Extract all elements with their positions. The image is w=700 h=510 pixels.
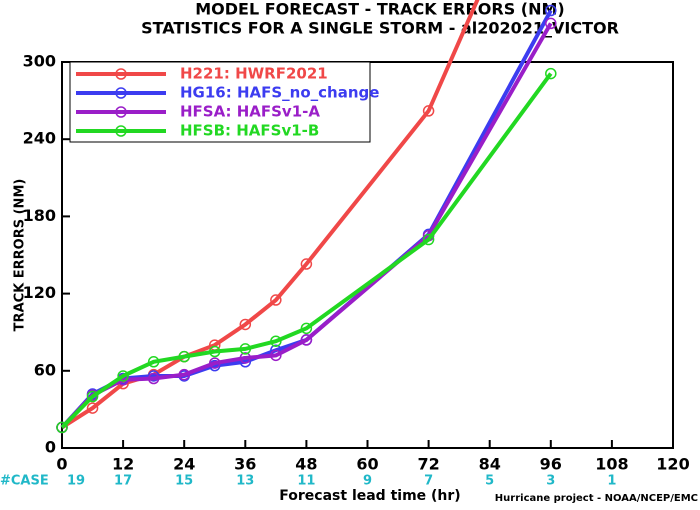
- x-tick-label: 0: [56, 455, 67, 474]
- x-tick-label: 24: [173, 455, 195, 474]
- footer: Hurricane project - NOAA/NCEP/EMC: [495, 493, 698, 504]
- y-tick-label: 300: [23, 52, 56, 71]
- legend-marker: [115, 87, 127, 99]
- y-tick-label: 240: [23, 129, 56, 148]
- series-point: [56, 421, 68, 434]
- series-point: [239, 343, 252, 355]
- series-point: [545, 67, 557, 80]
- legend-marker: [115, 125, 127, 137]
- y-tick-label: 60: [34, 360, 56, 379]
- series-line: [60, 72, 553, 429]
- y-tick-label: 180: [23, 206, 56, 225]
- x-axis-label: Forecast lead time (hr): [279, 488, 460, 504]
- x-tick-label: 84: [479, 455, 501, 474]
- case-count: 3: [546, 474, 555, 489]
- legend-marker: [115, 68, 127, 80]
- series-point: [300, 322, 313, 335]
- legend-label: HFSA: HAFSv1-A: [180, 103, 320, 121]
- y-axis-label: TRACK ERRORS (NM): [13, 179, 28, 332]
- case-count: 19: [67, 474, 85, 489]
- series-point: [209, 345, 221, 358]
- x-tick-label: 108: [595, 455, 628, 474]
- series-point: [147, 356, 160, 368]
- series-point: [239, 318, 252, 331]
- x-tick-label: 96: [540, 455, 562, 474]
- plot-area: [56, 0, 557, 434]
- case-count: 17: [114, 474, 132, 489]
- series-point: [545, 4, 557, 17]
- legend-label: H221: HWRF2021: [180, 65, 328, 83]
- series-line: [60, 0, 480, 430]
- case-count: 11: [297, 474, 315, 489]
- series-point: [178, 368, 190, 381]
- case-count: 1: [607, 474, 616, 489]
- legend-label: HFSB: HAFSv1-B: [180, 122, 319, 140]
- series-point: [270, 294, 282, 306]
- series-point: [270, 349, 282, 362]
- case-count: 13: [236, 474, 254, 489]
- x-tick-label: 12: [112, 455, 134, 474]
- y-tick-label: 0: [45, 438, 56, 457]
- legend-label: HG16: HAFS_no_change: [180, 84, 379, 102]
- series-point: [300, 258, 313, 270]
- case-count: 9: [363, 474, 372, 489]
- series-point: [422, 105, 435, 117]
- case-count: 7: [424, 474, 433, 489]
- series-point: [422, 233, 435, 246]
- legend-marker: [115, 106, 127, 118]
- chart-title: MODEL FORECAST - TRACK ERRORS (NM): [195, 0, 564, 19]
- series-point: [270, 335, 282, 347]
- x-tick-label: 36: [234, 455, 256, 474]
- chart-subtitle: STATISTICS FOR A SINGLE STORM - al202021…: [141, 19, 619, 38]
- series-point: [86, 390, 99, 403]
- series-point: [178, 350, 190, 363]
- case-count: 15: [175, 474, 193, 489]
- x-tick-label: 120: [656, 455, 689, 474]
- series-point: [86, 402, 99, 414]
- case-count: 5: [485, 474, 494, 489]
- x-tick-label: 72: [417, 455, 439, 474]
- series-point: [117, 370, 129, 382]
- x-tick-label: 48: [295, 455, 317, 474]
- y-tick-label: 120: [23, 283, 56, 302]
- series-point: [545, 17, 557, 30]
- series-point: [239, 352, 252, 364]
- series-point: [300, 334, 313, 346]
- x-tick-label: 60: [356, 455, 378, 474]
- case-label: #CASE: [0, 474, 49, 489]
- series-point: [209, 357, 221, 369]
- series-point: [147, 372, 160, 385]
